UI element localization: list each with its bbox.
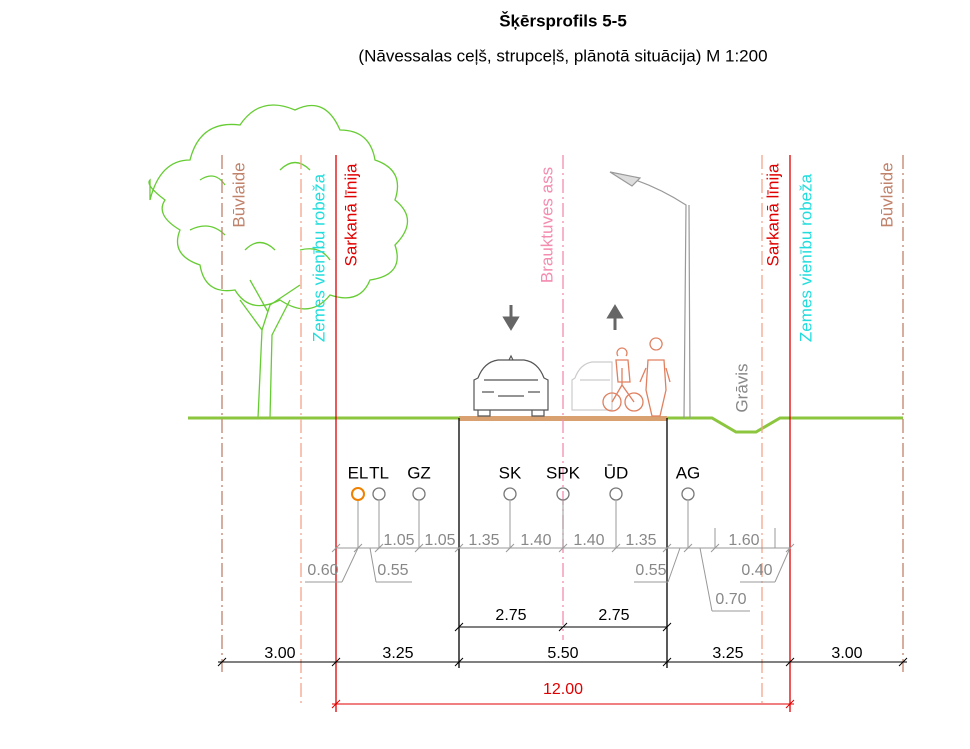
dimension-label: 0.55 — [635, 562, 666, 579]
dimension-label: 0.40 — [741, 562, 772, 579]
cross-section: Šķērsprofils 5-5 (Nāvessalas ceļš, strup… — [0, 0, 970, 749]
dimension-label: 0.55 — [377, 562, 408, 579]
dimension-line — [700, 548, 712, 611]
dimension-label: 1.05 — [383, 532, 414, 549]
dimension-label: 2.75 — [495, 607, 526, 624]
dimension-label: 0.70 — [715, 591, 746, 608]
utility-label: SPK — [546, 463, 581, 482]
vertical-label: Zemes vienību robeža — [309, 173, 328, 342]
dimension-line — [342, 548, 358, 582]
utility-pipe — [373, 488, 385, 500]
drawing-part — [478, 356, 544, 416]
dimension-label: 3.25 — [382, 645, 413, 662]
utility-pipe — [610, 488, 622, 500]
utility-label: GZ — [407, 463, 431, 482]
ditch-label: Grāvis — [732, 363, 751, 412]
vertical-label: Sarkanā līnija — [763, 163, 782, 267]
dimension-line — [775, 548, 790, 582]
dimension-label: 1.35 — [625, 532, 656, 549]
title: Šķērsprofils 5-5 — [499, 11, 627, 30]
dimension-label: 1.40 — [573, 532, 604, 549]
vertical-label: Būvlaide — [877, 162, 896, 227]
dimension-label: 3.25 — [712, 645, 743, 662]
drawing-part — [640, 338, 670, 416]
vertical-label: Sarkanā līnija — [341, 163, 360, 267]
utility-label: SK — [499, 463, 522, 482]
dimension-label: 1.05 — [424, 532, 455, 549]
vertical-label: Zemes vienību robeža — [796, 173, 815, 342]
direction-arrow — [609, 307, 621, 330]
utility-pipe — [504, 488, 516, 500]
dimension-line — [668, 548, 680, 582]
utility-label: TL — [369, 463, 389, 482]
utility-label: EL — [348, 463, 369, 482]
dimension-label: 1.60 — [728, 532, 759, 549]
drawing-part — [149, 105, 408, 309]
cyclist — [603, 338, 670, 416]
utility-pipe — [413, 488, 425, 500]
dimension-label: 3.00 — [831, 645, 862, 662]
dimension-label: 12.00 — [543, 681, 583, 698]
dimension-label: 1.40 — [520, 532, 551, 549]
utility-pipe — [682, 488, 694, 500]
dimension-label: 2.75 — [598, 607, 629, 624]
utility-label: ŪD — [604, 463, 629, 482]
car-ghost — [572, 362, 612, 410]
car — [474, 356, 548, 416]
direction-arrow — [505, 305, 517, 328]
drawing-part — [630, 178, 690, 418]
drawing-part — [610, 172, 640, 186]
utility-pipe — [352, 488, 364, 500]
utility-label: AG — [676, 463, 701, 482]
dimension-label: 3.00 — [264, 645, 295, 662]
dimension-label: 1.35 — [468, 532, 499, 549]
drawing-part — [240, 280, 300, 418]
vertical-label: Brauktuves ass — [537, 167, 556, 283]
dimension-label: 0.60 — [307, 562, 338, 579]
drawing-part — [572, 362, 612, 410]
subtitle: (Nāvessalas ceļš, strupceļš, plānotā sit… — [358, 46, 767, 65]
tree — [149, 105, 408, 418]
dimension-label: 5.50 — [547, 645, 578, 662]
dimension-line — [370, 548, 376, 582]
drawing-part — [474, 360, 548, 410]
vertical-label: Būvlaide — [229, 162, 248, 227]
